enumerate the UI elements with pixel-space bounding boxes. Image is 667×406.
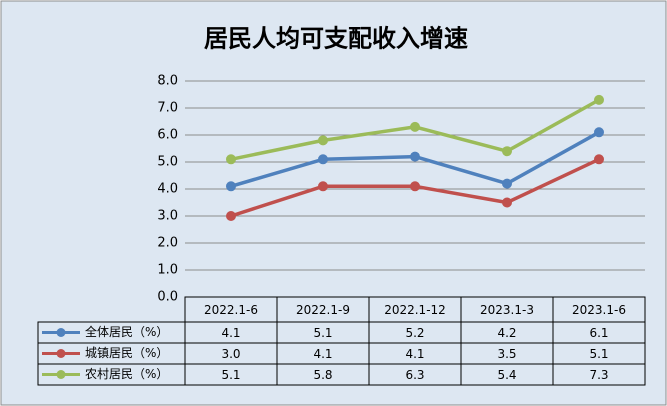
table-value: 4.1 bbox=[221, 326, 240, 340]
legend-label: 农村居民（%） bbox=[85, 367, 168, 381]
table-value: 4.1 bbox=[313, 347, 332, 361]
y-tick-label: 0.0 bbox=[157, 290, 178, 305]
table-value: 3.0 bbox=[221, 347, 240, 361]
legend-label: 全体居民（%） bbox=[85, 324, 168, 339]
data-point bbox=[226, 181, 236, 192]
y-tick-label: 5.0 bbox=[157, 155, 178, 170]
y-tick-label: 2.0 bbox=[157, 236, 178, 251]
table-value: 3.5 bbox=[497, 347, 516, 361]
data-point bbox=[226, 154, 236, 165]
table-value: 4.2 bbox=[497, 326, 516, 340]
table-value: 6.3 bbox=[405, 368, 424, 382]
data-point bbox=[594, 94, 604, 105]
x-tick-label: 2022.1-12 bbox=[384, 303, 446, 317]
table-value: 5.8 bbox=[313, 368, 332, 382]
table-value: 5.1 bbox=[221, 368, 240, 382]
data-point bbox=[318, 154, 328, 165]
data-point bbox=[410, 151, 420, 162]
data-point bbox=[410, 181, 420, 192]
table-value: 4.1 bbox=[405, 347, 424, 361]
x-tick-label: 2022.1-9 bbox=[296, 303, 350, 317]
data-point bbox=[226, 211, 236, 221]
table-value: 5.2 bbox=[405, 326, 424, 340]
table-value: 7.3 bbox=[589, 368, 608, 382]
x-tick-label: 2023.1-6 bbox=[572, 303, 626, 317]
x-tick-label: 2022.1-6 bbox=[204, 303, 258, 317]
legend-marker bbox=[56, 328, 66, 337]
data-point bbox=[318, 135, 328, 146]
table-row bbox=[37, 363, 646, 386]
data-point bbox=[594, 154, 604, 165]
legend-marker bbox=[56, 370, 66, 379]
data-point bbox=[502, 197, 512, 208]
legend-marker bbox=[56, 349, 66, 358]
y-tick-label: 1.0 bbox=[157, 263, 178, 278]
y-tick-label: 3.0 bbox=[157, 209, 178, 224]
data-point bbox=[594, 127, 604, 138]
chart-title: 居民人均可支配收入增速 bbox=[204, 24, 468, 53]
y-tick-label: 6.0 bbox=[157, 128, 178, 143]
table-value: 5.1 bbox=[589, 347, 608, 361]
y-tick-label: 8.0 bbox=[157, 74, 178, 89]
y-tick-label: 7.0 bbox=[157, 101, 178, 116]
x-tick-label: 2023.1-3 bbox=[480, 303, 534, 317]
data-point bbox=[502, 146, 512, 157]
data-point bbox=[318, 181, 328, 192]
table-value: 5.1 bbox=[313, 326, 332, 340]
data-point bbox=[502, 178, 512, 189]
table-value: 5.4 bbox=[497, 368, 516, 382]
y-tick-label: 4.0 bbox=[157, 182, 178, 197]
data-point bbox=[410, 121, 420, 132]
table-value: 6.1 bbox=[589, 326, 608, 340]
legend-label: 城镇居民（%） bbox=[85, 346, 168, 360]
